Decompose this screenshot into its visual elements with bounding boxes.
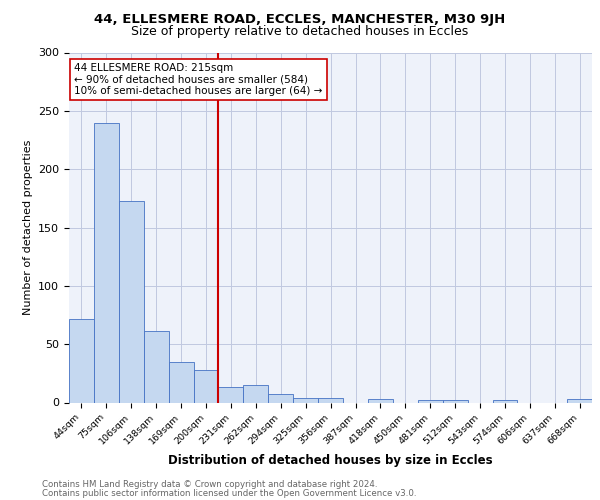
Text: 44 ELLESMERE ROAD: 215sqm
← 90% of detached houses are smaller (584)
10% of semi: 44 ELLESMERE ROAD: 215sqm ← 90% of detac…	[74, 63, 323, 96]
Bar	[293, 398, 318, 402]
Bar	[169, 362, 194, 403]
Text: Contains HM Land Registry data © Crown copyright and database right 2024.: Contains HM Land Registry data © Crown c…	[42, 480, 377, 489]
Text: Contains public sector information licensed under the Open Government Licence v3: Contains public sector information licen…	[42, 488, 416, 498]
Bar	[144, 332, 169, 402]
Bar	[493, 400, 517, 402]
Bar	[218, 388, 244, 402]
Bar	[69, 318, 94, 402]
Text: 44, ELLESMERE ROAD, ECCLES, MANCHESTER, M30 9JH: 44, ELLESMERE ROAD, ECCLES, MANCHESTER, …	[94, 12, 506, 26]
Bar	[94, 122, 119, 402]
Bar	[119, 200, 144, 402]
X-axis label: Distribution of detached houses by size in Eccles: Distribution of detached houses by size …	[168, 454, 493, 467]
Bar	[567, 399, 592, 402]
Bar	[268, 394, 293, 402]
Bar	[194, 370, 218, 402]
Bar	[318, 398, 343, 402]
Text: Size of property relative to detached houses in Eccles: Size of property relative to detached ho…	[131, 25, 469, 38]
Bar	[244, 385, 268, 402]
Bar	[443, 400, 467, 402]
Bar	[368, 399, 393, 402]
Y-axis label: Number of detached properties: Number of detached properties	[23, 140, 32, 315]
Bar	[418, 400, 443, 402]
